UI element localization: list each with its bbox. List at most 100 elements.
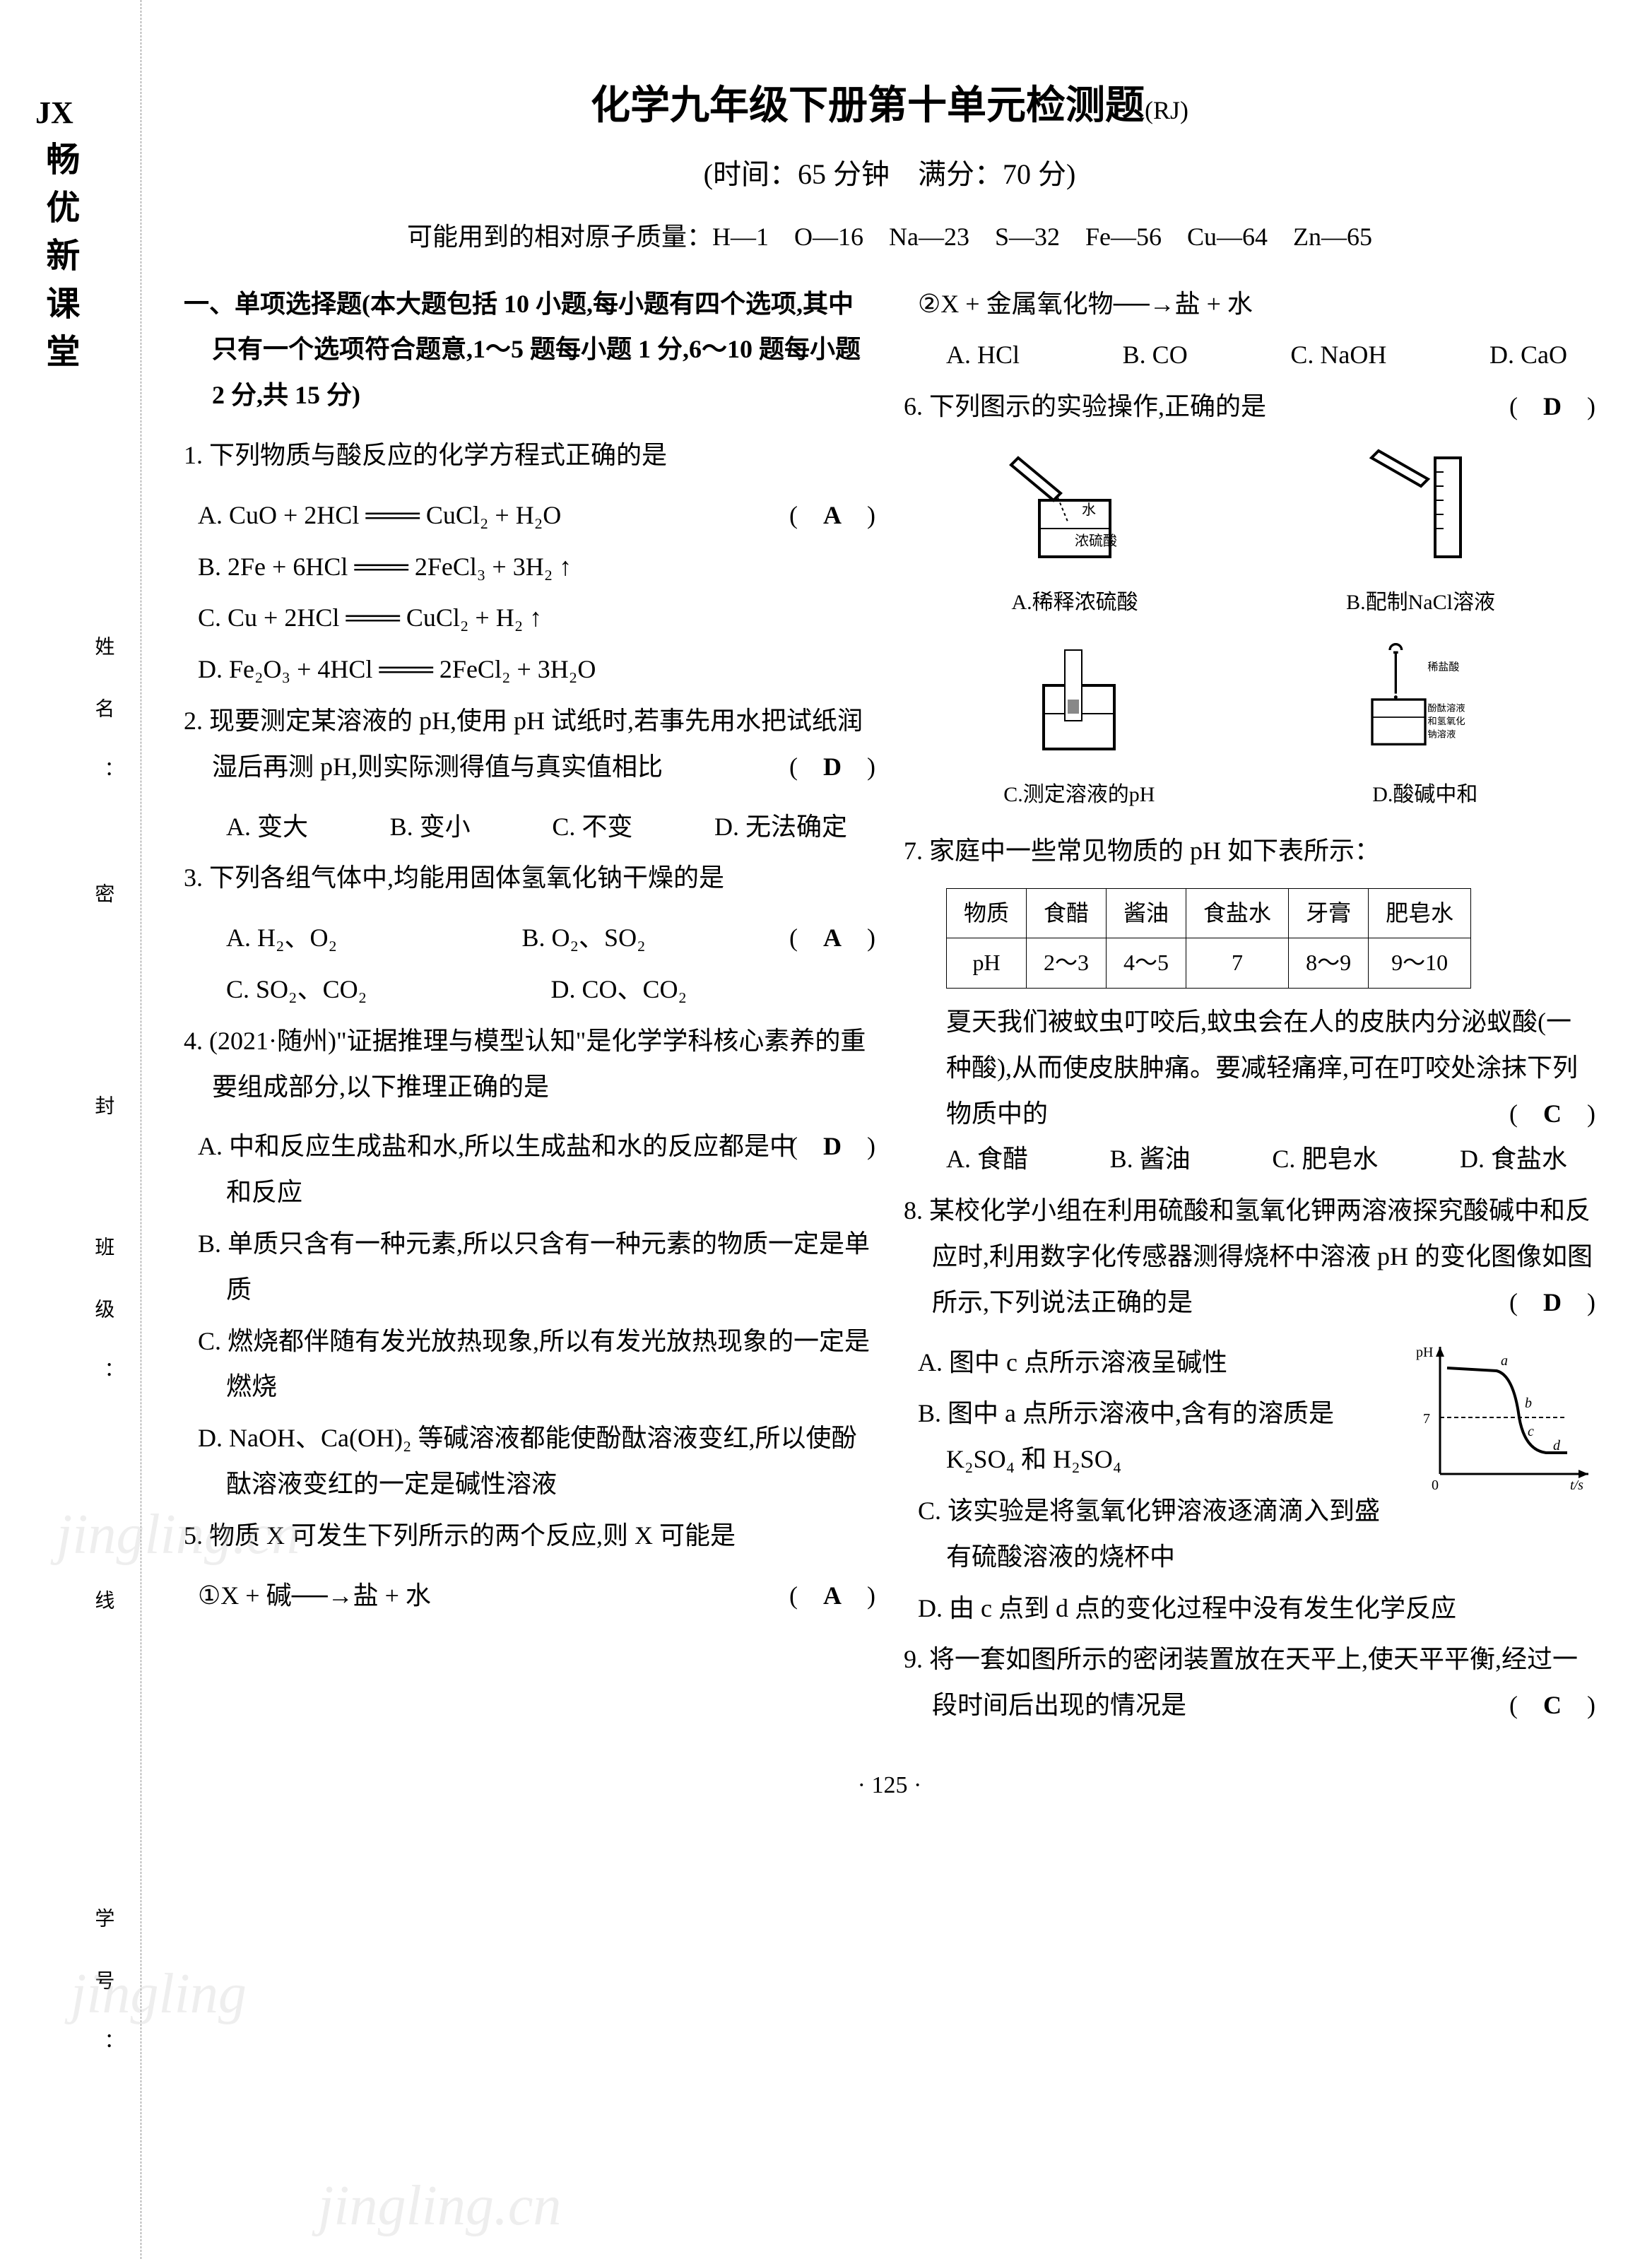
svg-text:水: 水	[1082, 502, 1096, 518]
title-suffix: (RJ)	[1145, 96, 1188, 124]
q2-answer: D	[823, 753, 842, 781]
page-number: · 125 ·	[184, 1764, 1595, 1807]
q4-option-b: B. 单质只含有一种元素,所以只含有一种元素的物质一定是单质	[184, 1221, 875, 1313]
q4-option-c: C. 燃烧都伴随有发光放热现象,所以有发光放热现象的一定是燃烧	[184, 1319, 875, 1410]
question-4: 4. (2021·随州)"证据推理与模型认知"是化学学科核心素养的重要组成部分,…	[184, 1018, 875, 1110]
cylinder-pour-icon	[1350, 444, 1492, 571]
q8-ph-chart: 7 pH t/s 0 a b c d	[1412, 1340, 1595, 1495]
q3-option-d: D. CO、CO₂	[551, 967, 876, 1013]
table-cell-3: 7	[1186, 938, 1289, 989]
svg-text:d: d	[1553, 1438, 1561, 1453]
q3-option-c: C. SO₂、CO₂	[226, 967, 551, 1013]
beaker-pour-icon: 水 浓硫酸	[1004, 444, 1145, 571]
q5-option-d: D. CaO	[1489, 332, 1567, 378]
q6-diagram-c: C.测定溶液的pH	[1003, 636, 1155, 814]
q5-answer-paren: ( A )	[818, 1573, 875, 1619]
q2-option-a: A. 变大	[226, 804, 308, 850]
table-header-1: 食醋	[1027, 888, 1107, 938]
q3-option-a: A. H₂、O₂	[226, 915, 522, 961]
q8-text: 8. 某校化学小组在利用硫酸和氢氧化钾两溶液探究酸碱中和反应时,利用数字化传感器…	[904, 1196, 1593, 1316]
main-content: 化学九年级下册第十单元检测题(RJ) (时间：65 分钟 满分：70 分) 可能…	[141, 0, 1652, 2259]
svg-text:a: a	[1501, 1353, 1508, 1369]
q7-text: 7. 家庭中一些常见物质的 pH 如下表所示：	[904, 837, 1380, 865]
title-text: 化学九年级下册第十单元检测题	[591, 84, 1145, 128]
q9-answer-paren: ( C )	[1538, 1682, 1595, 1728]
question-7: 7. 家庭中一些常见物质的 pH 如下表所示：	[904, 828, 1595, 874]
svg-text:稀盐酸: 稀盐酸	[1427, 661, 1459, 673]
q1-option-d: D. Fe₂O₃ + 4HCl ═══ 2FeCl₂ + 3H₂O	[184, 647, 875, 692]
q8-answer: D	[1543, 1288, 1562, 1316]
q1-answer: A	[823, 501, 842, 529]
table-cell-4: 8～9	[1289, 938, 1369, 989]
sidebar-marker-feng: 封	[85, 1095, 120, 1157]
q2-option-b: B. 变小	[390, 804, 471, 850]
question-1: 1. 下列物质与酸反应的化学方程式正确的是	[184, 432, 875, 478]
question-8: 8. 某校化学小组在利用硫酸和氢氧化钾两溶液探究酸碱中和反应时,利用数字化传感器…	[904, 1188, 1595, 1325]
dropper-beaker-icon: 稀盐酸 酚酞溶液 和氢氧化 钠溶液	[1355, 636, 1496, 763]
q4-option-a: A. 中和反应生成盐和水,所以生成盐和水的反应都是中和反应	[184, 1123, 875, 1215]
sidebar-field-class: 班级：	[85, 1237, 120, 1423]
q1-answer-paren: ( A )	[818, 493, 875, 538]
sidebar-marker-mi: 密	[85, 883, 120, 945]
q3-answer-paren: ( A )	[818, 915, 875, 961]
q7-answer-paren: ( C )	[1509, 1091, 1595, 1137]
question-9: 9. 将一套如图所示的密闭装置放在天平上,使天平平衡,经过一段时间后出现的情况是…	[904, 1636, 1595, 1728]
svg-text:和氢氧化: 和氢氧化	[1427, 716, 1465, 726]
left-column: 一、单项选择题(本大题包括 10 小题,每小题有四个选项,其中只有一个选项符合题…	[184, 281, 875, 1742]
svg-text:t/s: t/s	[1570, 1478, 1583, 1493]
q8-option-d: D. 由 c 点到 d 点的变化过程中没有发生化学反应	[904, 1586, 1595, 1632]
q2-option-c: C. 不变	[552, 804, 632, 850]
q4-text: 4. (2021·随州)"证据推理与模型认知"是化学学科核心素养的重要组成部分,…	[184, 1027, 866, 1101]
svg-text:pH: pH	[1416, 1345, 1433, 1360]
q6-label-c: C.测定溶液的pH	[1003, 776, 1155, 814]
q5-text: 5. 物质 X 可发生下列所示的两个反应,则 X 可能是	[184, 1521, 736, 1550]
q5-reaction-1: ①X + 碱──→盐 + 水	[184, 1573, 875, 1619]
q7-option-a: A. 食醋	[946, 1136, 1028, 1182]
question-3: 3. 下列各组气体中,均能用固体氢氧化钠干燥的是	[184, 855, 875, 901]
svg-text:浓硫酸: 浓硫酸	[1075, 533, 1117, 549]
brand-vertical: 畅优新课堂	[28, 141, 89, 382]
q2-option-d: D. 无法确定	[714, 804, 847, 850]
atomic-mass-reference: 可能用到的相对原子质量：H—1 O—16 Na—23 S—32 Fe—56 Cu…	[184, 214, 1595, 260]
table-header-2: 酱油	[1107, 888, 1186, 938]
q3-option-b: B. O₂、SO₂	[522, 915, 818, 961]
svg-text:酚酞溶液: 酚酞溶液	[1427, 703, 1465, 714]
q4-answer: D	[823, 1132, 842, 1160]
question-6: 6. 下列图示的实验操作,正确的是 ( D )	[904, 384, 1595, 430]
q2-answer-paren: ( D )	[818, 744, 875, 790]
q5-answer: A	[823, 1581, 842, 1610]
q5-option-c: C. NaOH	[1290, 332, 1386, 378]
q6-diagram-b: B.配制NaCl溶液	[1346, 444, 1495, 622]
table-header-0: 物质	[947, 888, 1027, 938]
table-cell-1: 2～3	[1027, 938, 1107, 989]
q7-continued: 夏天我们被蚊虫叮咬后,蚊虫会在人的皮肤内分泌蚁酸(一种酸),从而使皮肤肿痛。要减…	[904, 999, 1595, 1136]
svg-text:b: b	[1525, 1396, 1532, 1411]
question-2: 2. 现要测定某溶液的 pH,使用 pH 试纸时,若事先用水把试纸润湿后再测 p…	[184, 698, 875, 790]
q5-reaction-2: ②X + 金属氧化物──→盐 + 水	[904, 281, 1595, 327]
q6-text: 6. 下列图示的实验操作,正确的是	[904, 392, 1266, 420]
q9-answer: C	[1543, 1691, 1562, 1719]
q7-option-b: B. 酱油	[1110, 1136, 1191, 1182]
page-title: 化学九年级下册第十单元检测题(RJ)	[184, 71, 1595, 142]
q5-option-b: B. CO	[1123, 332, 1188, 378]
svg-text:钠溶液: 钠溶液	[1427, 729, 1456, 739]
q8-answer-paren: ( D )	[1538, 1280, 1595, 1326]
q7-option-c: C. 肥皂水	[1272, 1136, 1378, 1182]
table-header-5: 肥皂水	[1369, 888, 1471, 938]
q6-label-d: D.酸碱中和	[1355, 776, 1496, 814]
q3-answer: A	[823, 924, 842, 952]
sidebar-marker-xian: 线	[85, 1590, 120, 1652]
q7-ph-table: 物质 食醋 酱油 食盐水 牙膏 肥皂水 pH 2～3 4～5 7 8～9 9～1…	[946, 888, 1471, 989]
q6-answer-paren: ( D )	[1538, 384, 1595, 430]
q7-option-d: D. 食盐水	[1460, 1136, 1567, 1182]
q1-text: 1. 下列物质与酸反应的化学方程式正确的是	[184, 441, 667, 469]
q7-answer: C	[1543, 1099, 1562, 1128]
table-header-3: 食盐水	[1186, 888, 1289, 938]
q4-option-d: D. NaOH、Ca(OH)₂ 等碱溶液都能使酚酞溶液变红,所以使酚酞溶液变红的…	[184, 1415, 875, 1507]
table-cell-2: 4～5	[1107, 938, 1186, 989]
q4-answer-paren: ( D )	[818, 1123, 875, 1169]
q1-option-c: C. Cu + 2HCl ═══ CuCl₂ + H₂ ↑	[184, 595, 875, 641]
svg-text:0: 0	[1432, 1478, 1439, 1493]
q5-option-a: A. HCl	[946, 332, 1020, 378]
jx-label: JX	[35, 85, 73, 141]
